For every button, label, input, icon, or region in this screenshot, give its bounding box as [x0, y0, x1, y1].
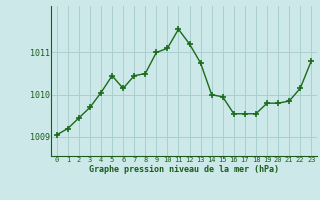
X-axis label: Graphe pression niveau de la mer (hPa): Graphe pression niveau de la mer (hPa) [89, 165, 279, 174]
